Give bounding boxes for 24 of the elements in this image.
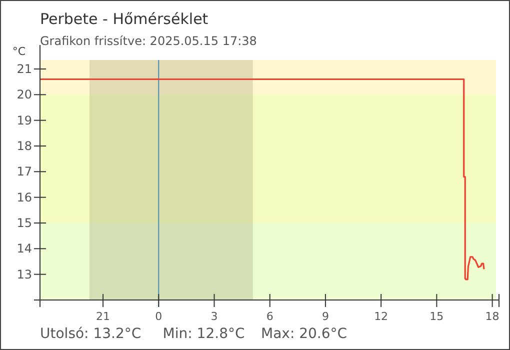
x-tick-label: 12 [374, 310, 388, 323]
x-tick-label: 3 [210, 310, 218, 323]
text: Utolsó: 13.2°C [40, 326, 142, 342]
y-tick-label: 20 [16, 88, 32, 102]
chart-subtitle: Grafikon frissítve: 2025.05.15 17:38 [40, 34, 257, 48]
line-series [39, 78, 485, 280]
y-tick-label: 13 [16, 267, 32, 282]
x-tick-label: 18 [485, 310, 500, 323]
y-tick-label: 21 [16, 62, 32, 76]
y-tick-label: 14 [16, 242, 32, 256]
text: Max: 20.6°C [261, 326, 348, 342]
y-tick-label: 19 [16, 113, 32, 128]
y-tick-label: 17 [16, 164, 32, 179]
chart-title: Perbete - Hőmérséklet [40, 10, 208, 28]
x-tick-label: 15 [430, 310, 444, 323]
text: Min: 12.8°C [162, 326, 245, 342]
y-tick-label: 15 [16, 216, 32, 230]
x-tick-label: 0 [155, 310, 162, 323]
x-tick-label: 21 [96, 310, 110, 323]
x-tick-label: 6 [266, 310, 274, 323]
y-tick-label: 16 [16, 190, 32, 204]
y-tick-label: 18 [16, 138, 32, 153]
y-axis-title: °C [12, 45, 26, 58]
x-tick-label: 9 [322, 310, 329, 323]
